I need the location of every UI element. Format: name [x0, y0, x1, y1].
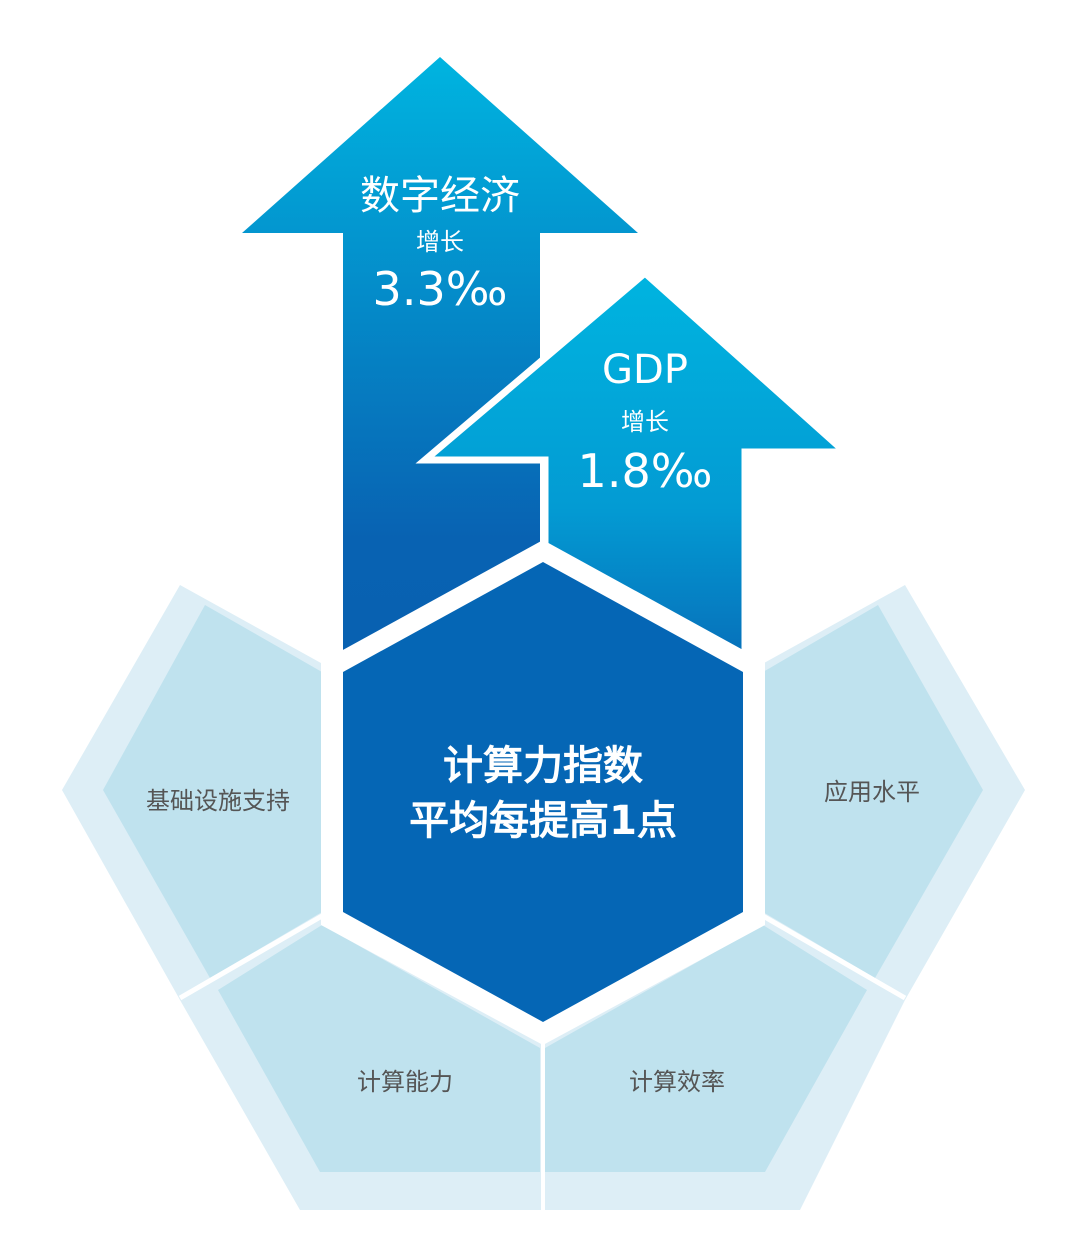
segment-bottom-right [545, 925, 867, 1172]
arrow-2-value: 1.8‰ [577, 444, 713, 498]
arrow-2-subtitle: 增长 [621, 408, 669, 436]
label-infrastructure: 基础设施支持 [146, 787, 290, 815]
center-line-1: 计算力指数 [443, 743, 643, 789]
center-hexagon [343, 562, 743, 1022]
digital-economy-arrow [242, 57, 638, 700]
arrow-2-title: GDP [602, 347, 688, 393]
label-computing-capacity: 计算能力 [357, 1068, 453, 1096]
label-computing-efficiency: 计算效率 [629, 1068, 725, 1096]
segment-left [103, 605, 322, 978]
center-line-2: 平均每提高1点 [409, 798, 677, 844]
arrow-1-value: 3.3‰ [372, 262, 508, 316]
label-application: 应用水平 [824, 778, 920, 806]
segment-bottom-left [218, 925, 540, 1172]
arrow-1-title: 数字经济 [360, 173, 520, 219]
arrow-1-subtitle: 增长 [416, 228, 464, 256]
segment-right [763, 605, 983, 978]
